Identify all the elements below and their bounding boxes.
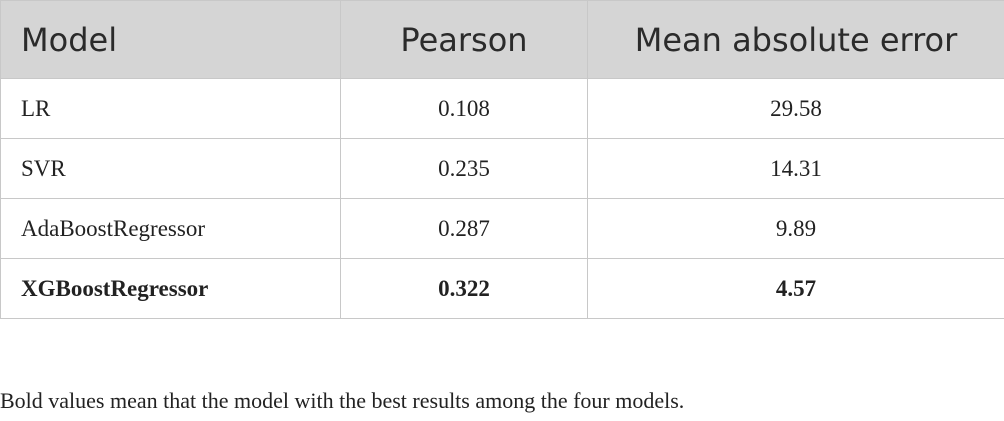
table-cell: 0.108: [340, 78, 588, 139]
header-row: Model Pearson Mean absolute error: [0, 0, 1004, 79]
table-cell: 29.58: [587, 78, 1004, 139]
table-row: SVR 0.235 14.31: [0, 138, 1004, 199]
table-row: AdaBoostRegressor 0.287 9.89: [0, 198, 1004, 259]
header-cell: Mean absolute error: [587, 0, 1004, 79]
header-cell: Pearson: [340, 0, 588, 79]
header-cell: Model: [0, 0, 341, 79]
table-cell: XGBoostRegressor: [0, 258, 341, 319]
results-table: Model Pearson Mean absolute error LR 0.108 2…: [0, 0, 1004, 319]
table-body: LR 0.108 29.58 SVR 0.235 14.31 AdaBoostRegress…: [0, 78, 1004, 319]
table-row: XGBoostRegressor 0.322 4.57: [0, 258, 1004, 319]
table-row: LR 0.108 29.58: [0, 78, 1004, 139]
table-cell: 4.57: [587, 258, 1004, 319]
table-cell: LR: [0, 78, 341, 139]
table-cell: 14.31: [587, 138, 1004, 199]
table-cell: SVR: [0, 138, 341, 199]
table-cell: 9.89: [587, 198, 1004, 259]
table-cell: AdaBoostRegressor: [0, 198, 341, 259]
table-cell: 0.322: [340, 258, 588, 319]
table-cell: 0.235: [340, 138, 588, 199]
table-cell: 0.287: [340, 198, 588, 259]
footnote: Bold values mean that the model with the…: [0, 388, 685, 413]
